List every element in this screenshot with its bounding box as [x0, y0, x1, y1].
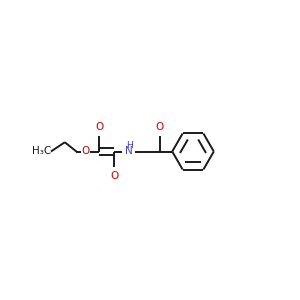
Text: O: O — [82, 146, 90, 157]
Text: O: O — [95, 122, 104, 132]
Text: O: O — [110, 171, 118, 181]
Text: H: H — [126, 141, 133, 150]
Text: O: O — [156, 122, 164, 132]
Text: H₃C: H₃C — [32, 146, 51, 157]
Text: N: N — [125, 146, 133, 157]
